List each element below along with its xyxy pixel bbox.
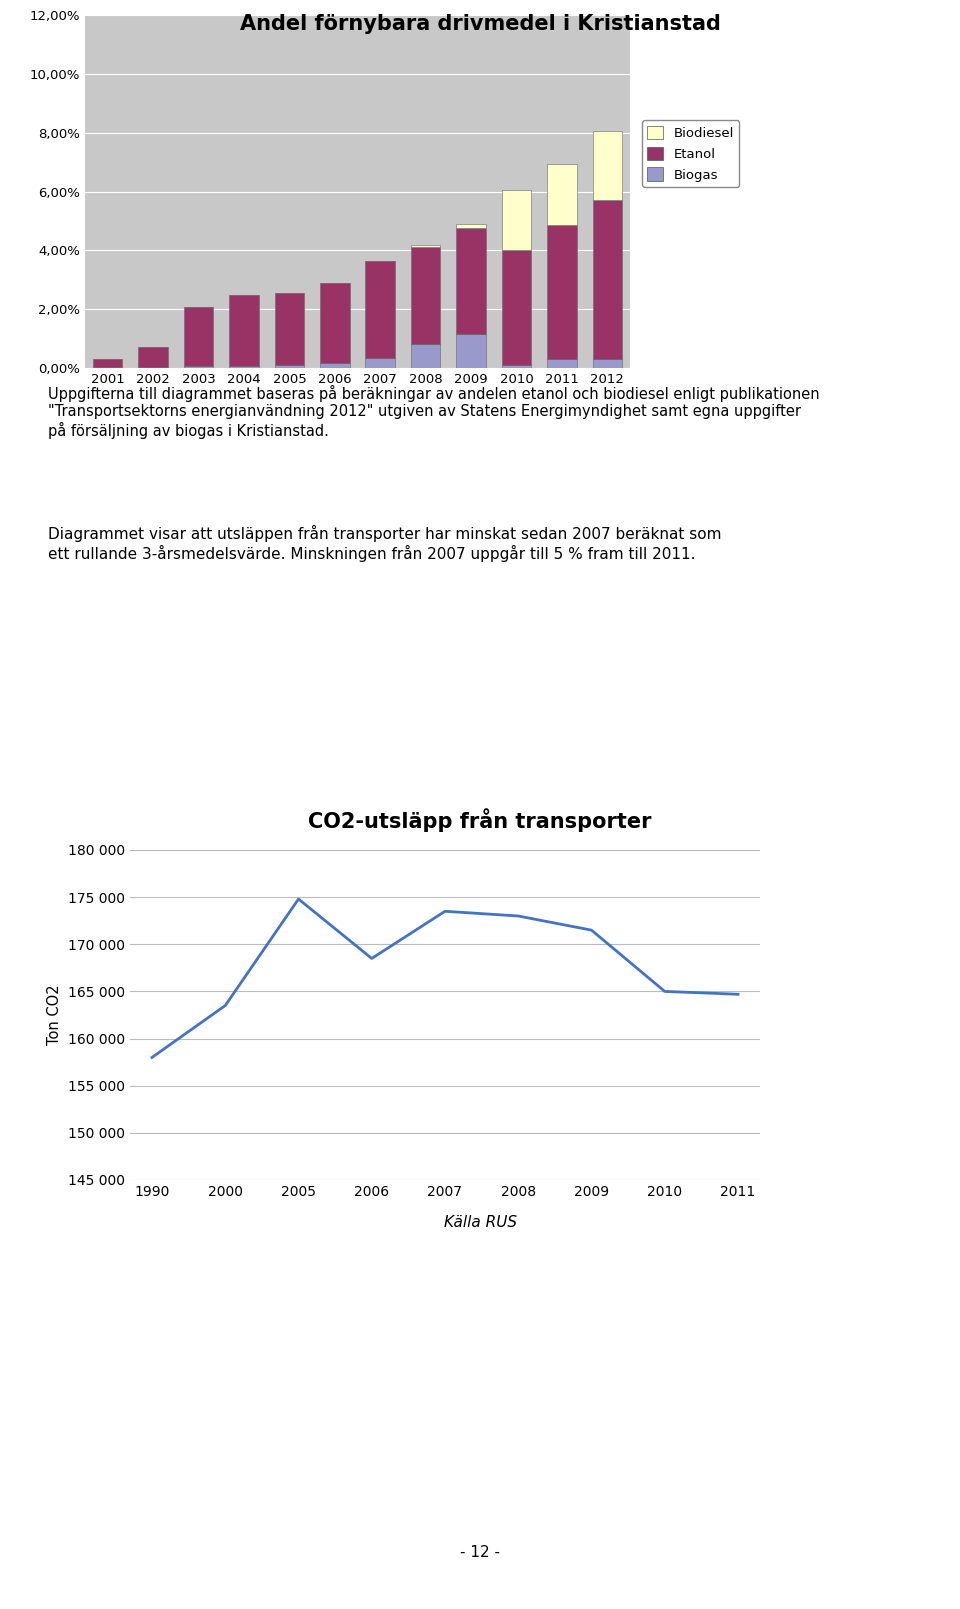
- Bar: [456, 228, 486, 335]
- Bar: [502, 251, 531, 365]
- Text: CO2-utsläpp från transporter: CO2-utsläpp från transporter: [308, 808, 652, 832]
- Bar: [93, 359, 123, 367]
- Bar: [138, 346, 168, 367]
- Text: Diagrammet visar att utsläppen från transporter har minskat sedan 2007 beräknat : Diagrammet visar att utsläppen från tran…: [48, 525, 722, 562]
- Bar: [366, 261, 395, 357]
- Bar: [183, 307, 213, 367]
- Bar: [411, 248, 441, 344]
- Text: - 12 -: - 12 -: [460, 1545, 500, 1561]
- Legend: Biodiesel, Etanol, Biogas: Biodiesel, Etanol, Biogas: [642, 121, 739, 187]
- Bar: [411, 344, 441, 368]
- Bar: [547, 164, 577, 225]
- Bar: [547, 225, 577, 359]
- Bar: [592, 201, 622, 359]
- Bar: [547, 359, 577, 368]
- Bar: [366, 357, 395, 368]
- Text: Uppgifterna till diagrammet baseras på beräkningar av andelen etanol och biodies: Uppgifterna till diagrammet baseras på b…: [48, 385, 820, 439]
- Bar: [502, 365, 531, 368]
- Bar: [592, 132, 622, 201]
- Y-axis label: Ton CO2: Ton CO2: [47, 985, 62, 1046]
- Bar: [229, 365, 258, 368]
- Bar: [456, 224, 486, 228]
- Text: Källa RUS: Källa RUS: [444, 1215, 516, 1229]
- Bar: [320, 362, 349, 368]
- Bar: [275, 365, 304, 368]
- Bar: [229, 294, 258, 365]
- Bar: [411, 245, 441, 248]
- Bar: [456, 335, 486, 368]
- Text: Andel förnybara drivmedel i Kristianstad: Andel förnybara drivmedel i Kristianstad: [240, 14, 720, 34]
- Bar: [502, 190, 531, 251]
- Bar: [320, 283, 349, 362]
- Bar: [275, 293, 304, 365]
- Bar: [592, 359, 622, 368]
- Bar: [183, 367, 213, 368]
